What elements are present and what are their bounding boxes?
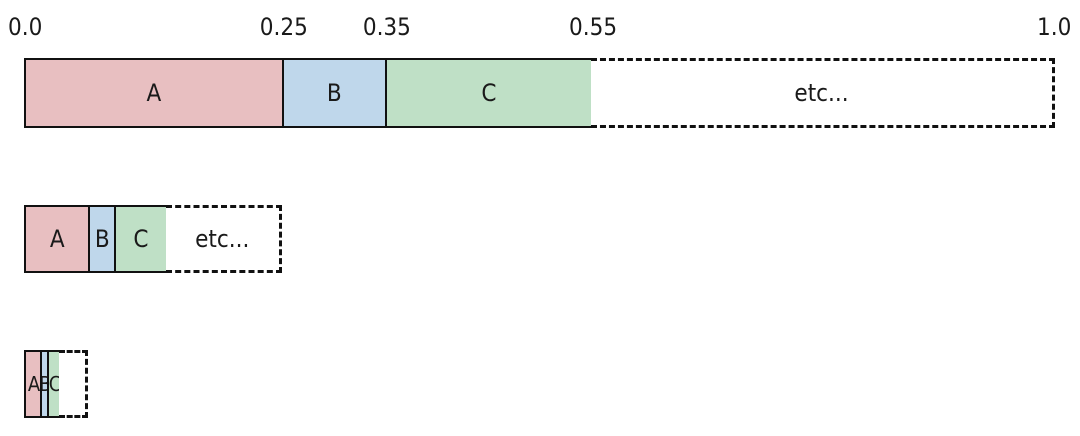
remaining-interval-segment: etc... — [165, 205, 282, 273]
interval-segment-a: A — [24, 58, 282, 128]
interval-segment-a: A — [24, 350, 41, 418]
interval-bar-level-3: ABC — [0, 350, 1080, 418]
tick-label: 0.35 — [362, 13, 411, 41]
remaining-interval-segment: etc... — [591, 58, 1055, 128]
tick-label: 0.55 — [569, 13, 618, 41]
tick-label: 0.25 — [259, 13, 308, 41]
remaining-interval-segment — [59, 350, 89, 418]
interval-segment-b: B — [88, 205, 115, 273]
tick-label: 0.0 — [8, 13, 43, 41]
interval-segment-c: C — [46, 350, 60, 418]
tick-label: 1.0 — [1037, 13, 1072, 41]
interval-segment-c: C — [114, 205, 166, 273]
interval-segment-b: B — [281, 58, 385, 128]
interval-segment-c: C — [384, 58, 592, 128]
interval-segment-a: A — [24, 205, 89, 273]
interval-segment-b: B — [40, 350, 47, 418]
